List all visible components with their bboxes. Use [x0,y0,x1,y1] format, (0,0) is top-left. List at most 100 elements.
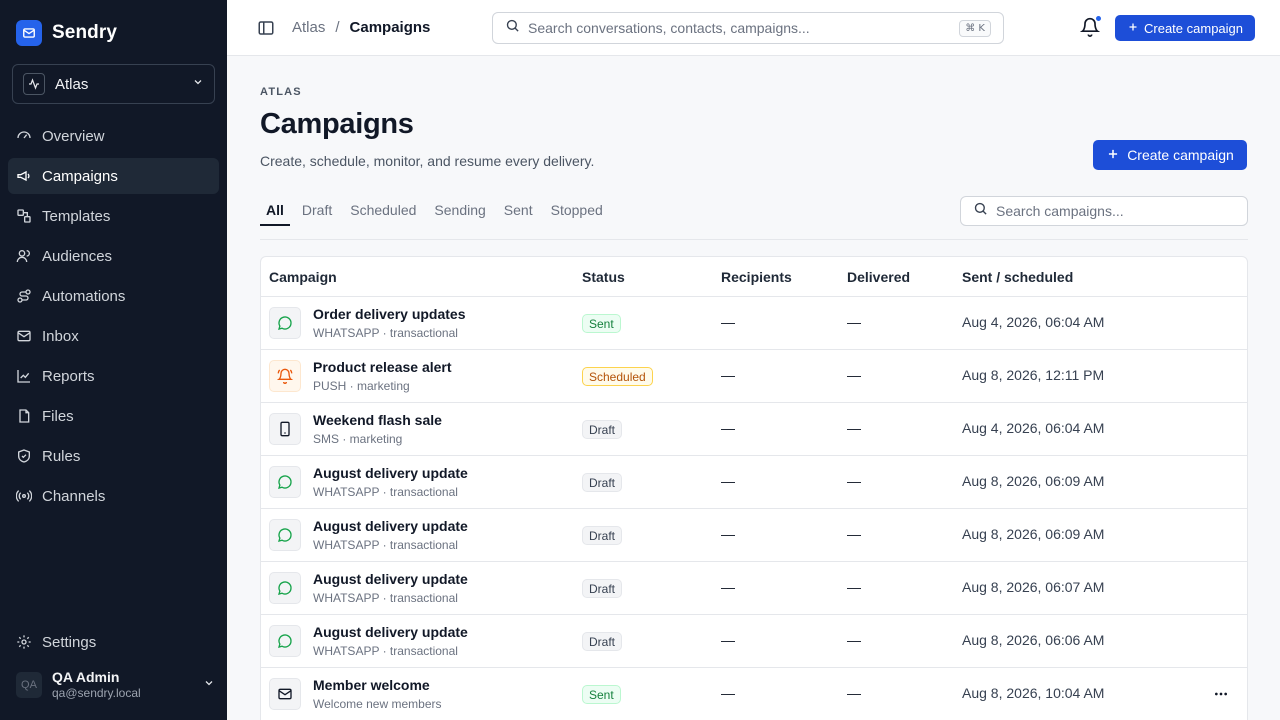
sidebar-item-label: Automations [42,287,126,305]
sidebar-item-label: Inbox [42,327,79,345]
campaign-name[interactable]: Member welcome [313,677,430,693]
delivered-cell: — [847,685,861,701]
global-search-input[interactable] [528,20,952,36]
campaign-meta: Welcome new members [313,697,442,711]
megaphone-icon [16,168,32,184]
campaign-name[interactable]: August delivery update [313,571,468,587]
workspace-switcher[interactable]: Atlas [12,64,215,104]
sidebar-item-label: Reports [42,367,95,385]
table-row[interactable]: August delivery update WHATSAPP · transa… [261,456,1247,509]
campaign-search[interactable] [960,196,1248,226]
header-recipients[interactable]: Recipients [721,268,792,285]
status-tabs: All Draft Scheduled Sending Sent Stopped [260,196,615,226]
tabs-divider [260,239,1248,240]
tab-scheduled[interactable]: Scheduled [350,202,417,218]
campaign-name[interactable]: August delivery update [313,465,468,481]
campaign-search-input[interactable] [996,203,1235,219]
campaign-meta: WHATSAPP · transactional [313,326,458,340]
sidebar-item-files[interactable]: Files [8,398,219,434]
status-badge: Sent [582,314,621,333]
table-row[interactable]: August delivery update WHATSAPP · transa… [261,509,1247,562]
header-status[interactable]: Status [582,268,625,285]
tab-sending[interactable]: Sending [434,202,486,218]
whatsapp-icon [269,519,301,551]
sent-cell: Aug 8, 2026, 10:04 AM [962,685,1105,701]
table-row[interactable]: Weekend flash sale SMS · marketing Draft… [261,403,1247,456]
notification-dot [1095,15,1102,22]
avatar: QA [16,672,42,698]
user-menu[interactable]: QA QA Admin qa@sendry.local [16,666,215,704]
sidebar-item-label: Audiences [42,247,113,265]
campaigns-table: Campaign Status Recipients Delivered Sen… [260,256,1248,720]
sidebar-toggle-icon[interactable] [257,19,275,37]
campaign-name[interactable]: August delivery update [313,518,468,534]
tab-sent[interactable]: Sent [503,202,533,218]
sidebar-item-channels[interactable]: Channels [8,478,219,514]
sidebar-item-audiences[interactable]: Audiences [8,238,219,274]
tab-all[interactable]: All [260,196,290,226]
tab-stopped[interactable]: Stopped [550,202,603,218]
campaign-name[interactable]: Weekend flash sale [313,412,442,428]
sidebar-item-label: Files [42,407,74,425]
more-horizontal-icon[interactable] [1211,684,1231,704]
sidebar-item-templates[interactable]: Templates [8,198,219,234]
recipients-cell: — [721,526,735,542]
brand[interactable]: Sendry [16,20,117,46]
breadcrumb-item-workspace[interactable]: Atlas [292,19,326,36]
header-campaign[interactable]: Campaign [269,268,337,285]
inbox-icon [16,328,32,344]
recipients-cell: — [721,420,735,436]
delivered-cell: — [847,367,861,383]
sidebar-item-rules[interactable]: Rules [8,438,219,474]
campaign-name[interactable]: Order delivery updates [313,306,466,322]
campaign-meta: WHATSAPP · transactional [313,591,458,605]
sent-cell: Aug 8, 2026, 12:11 PM [962,367,1105,383]
page-subtitle: Create, schedule, monitor, and resume ev… [260,153,595,169]
notifications-button[interactable] [1079,15,1102,39]
delivered-cell: — [847,420,861,436]
create-campaign-button[interactable]: Create campaign [1115,15,1255,41]
create-campaign-button-main[interactable]: Create campaign [1093,140,1247,170]
campaign-meta: SMS · marketing [313,432,403,446]
recipients-cell: — [721,685,735,701]
whatsapp-icon [269,307,301,339]
table-row[interactable]: August delivery update WHATSAPP · transa… [261,562,1247,615]
chevron-down-icon [192,75,204,93]
sidebar-item-overview[interactable]: Overview [8,118,219,154]
table-row[interactable]: August delivery update WHATSAPP · transa… [261,615,1247,668]
recipients-cell: — [721,367,735,383]
sidebar-item-label: Settings [42,633,97,651]
user-email: qa@sendry.local [52,686,141,701]
table-row[interactable]: Member welcome Welcome new members Sent … [261,668,1247,720]
sidebar-item-campaigns[interactable]: Campaigns [8,158,219,194]
global-search[interactable]: ⌘ K [492,12,1004,44]
status-badge: Sent [582,685,621,704]
table-row[interactable]: Order delivery updates WHATSAPP · transa… [261,297,1247,350]
chart-icon [16,368,32,384]
gear-icon [16,634,32,650]
breadcrumb-separator: / [335,19,340,36]
sidebar-item-settings[interactable]: Settings [8,624,219,660]
sidebar-item-reports[interactable]: Reports [8,358,219,394]
sent-cell: Aug 8, 2026, 06:09 AM [962,473,1105,489]
campaign-name[interactable]: Product release alert [313,359,452,375]
sidebar-item-inbox[interactable]: Inbox [8,318,219,354]
tab-draft[interactable]: Draft [301,202,333,218]
sent-cell: Aug 4, 2026, 06:04 AM [962,314,1105,330]
sidebar-item-automations[interactable]: Automations [8,278,219,314]
campaign-name[interactable]: August delivery update [313,624,468,640]
table-row[interactable]: Product release alert PUSH · marketing S… [261,350,1247,403]
workspace-name: Atlas [55,75,89,93]
sidebar-nav: Overview Campaigns Templates Audiences A… [8,118,219,518]
create-campaign-label: Create campaign [1144,20,1243,36]
route-icon [16,288,32,304]
whatsapp-icon [269,625,301,657]
page-title: Campaigns [260,108,414,140]
mail-icon [269,678,301,710]
whatsapp-icon [269,466,301,498]
campaign-meta: WHATSAPP · transactional [313,485,458,499]
status-badge: Draft [582,579,623,598]
templates-icon [16,208,32,224]
header-delivered[interactable]: Delivered [847,268,911,285]
header-sent-scheduled[interactable]: Sent / scheduled [962,268,1074,285]
